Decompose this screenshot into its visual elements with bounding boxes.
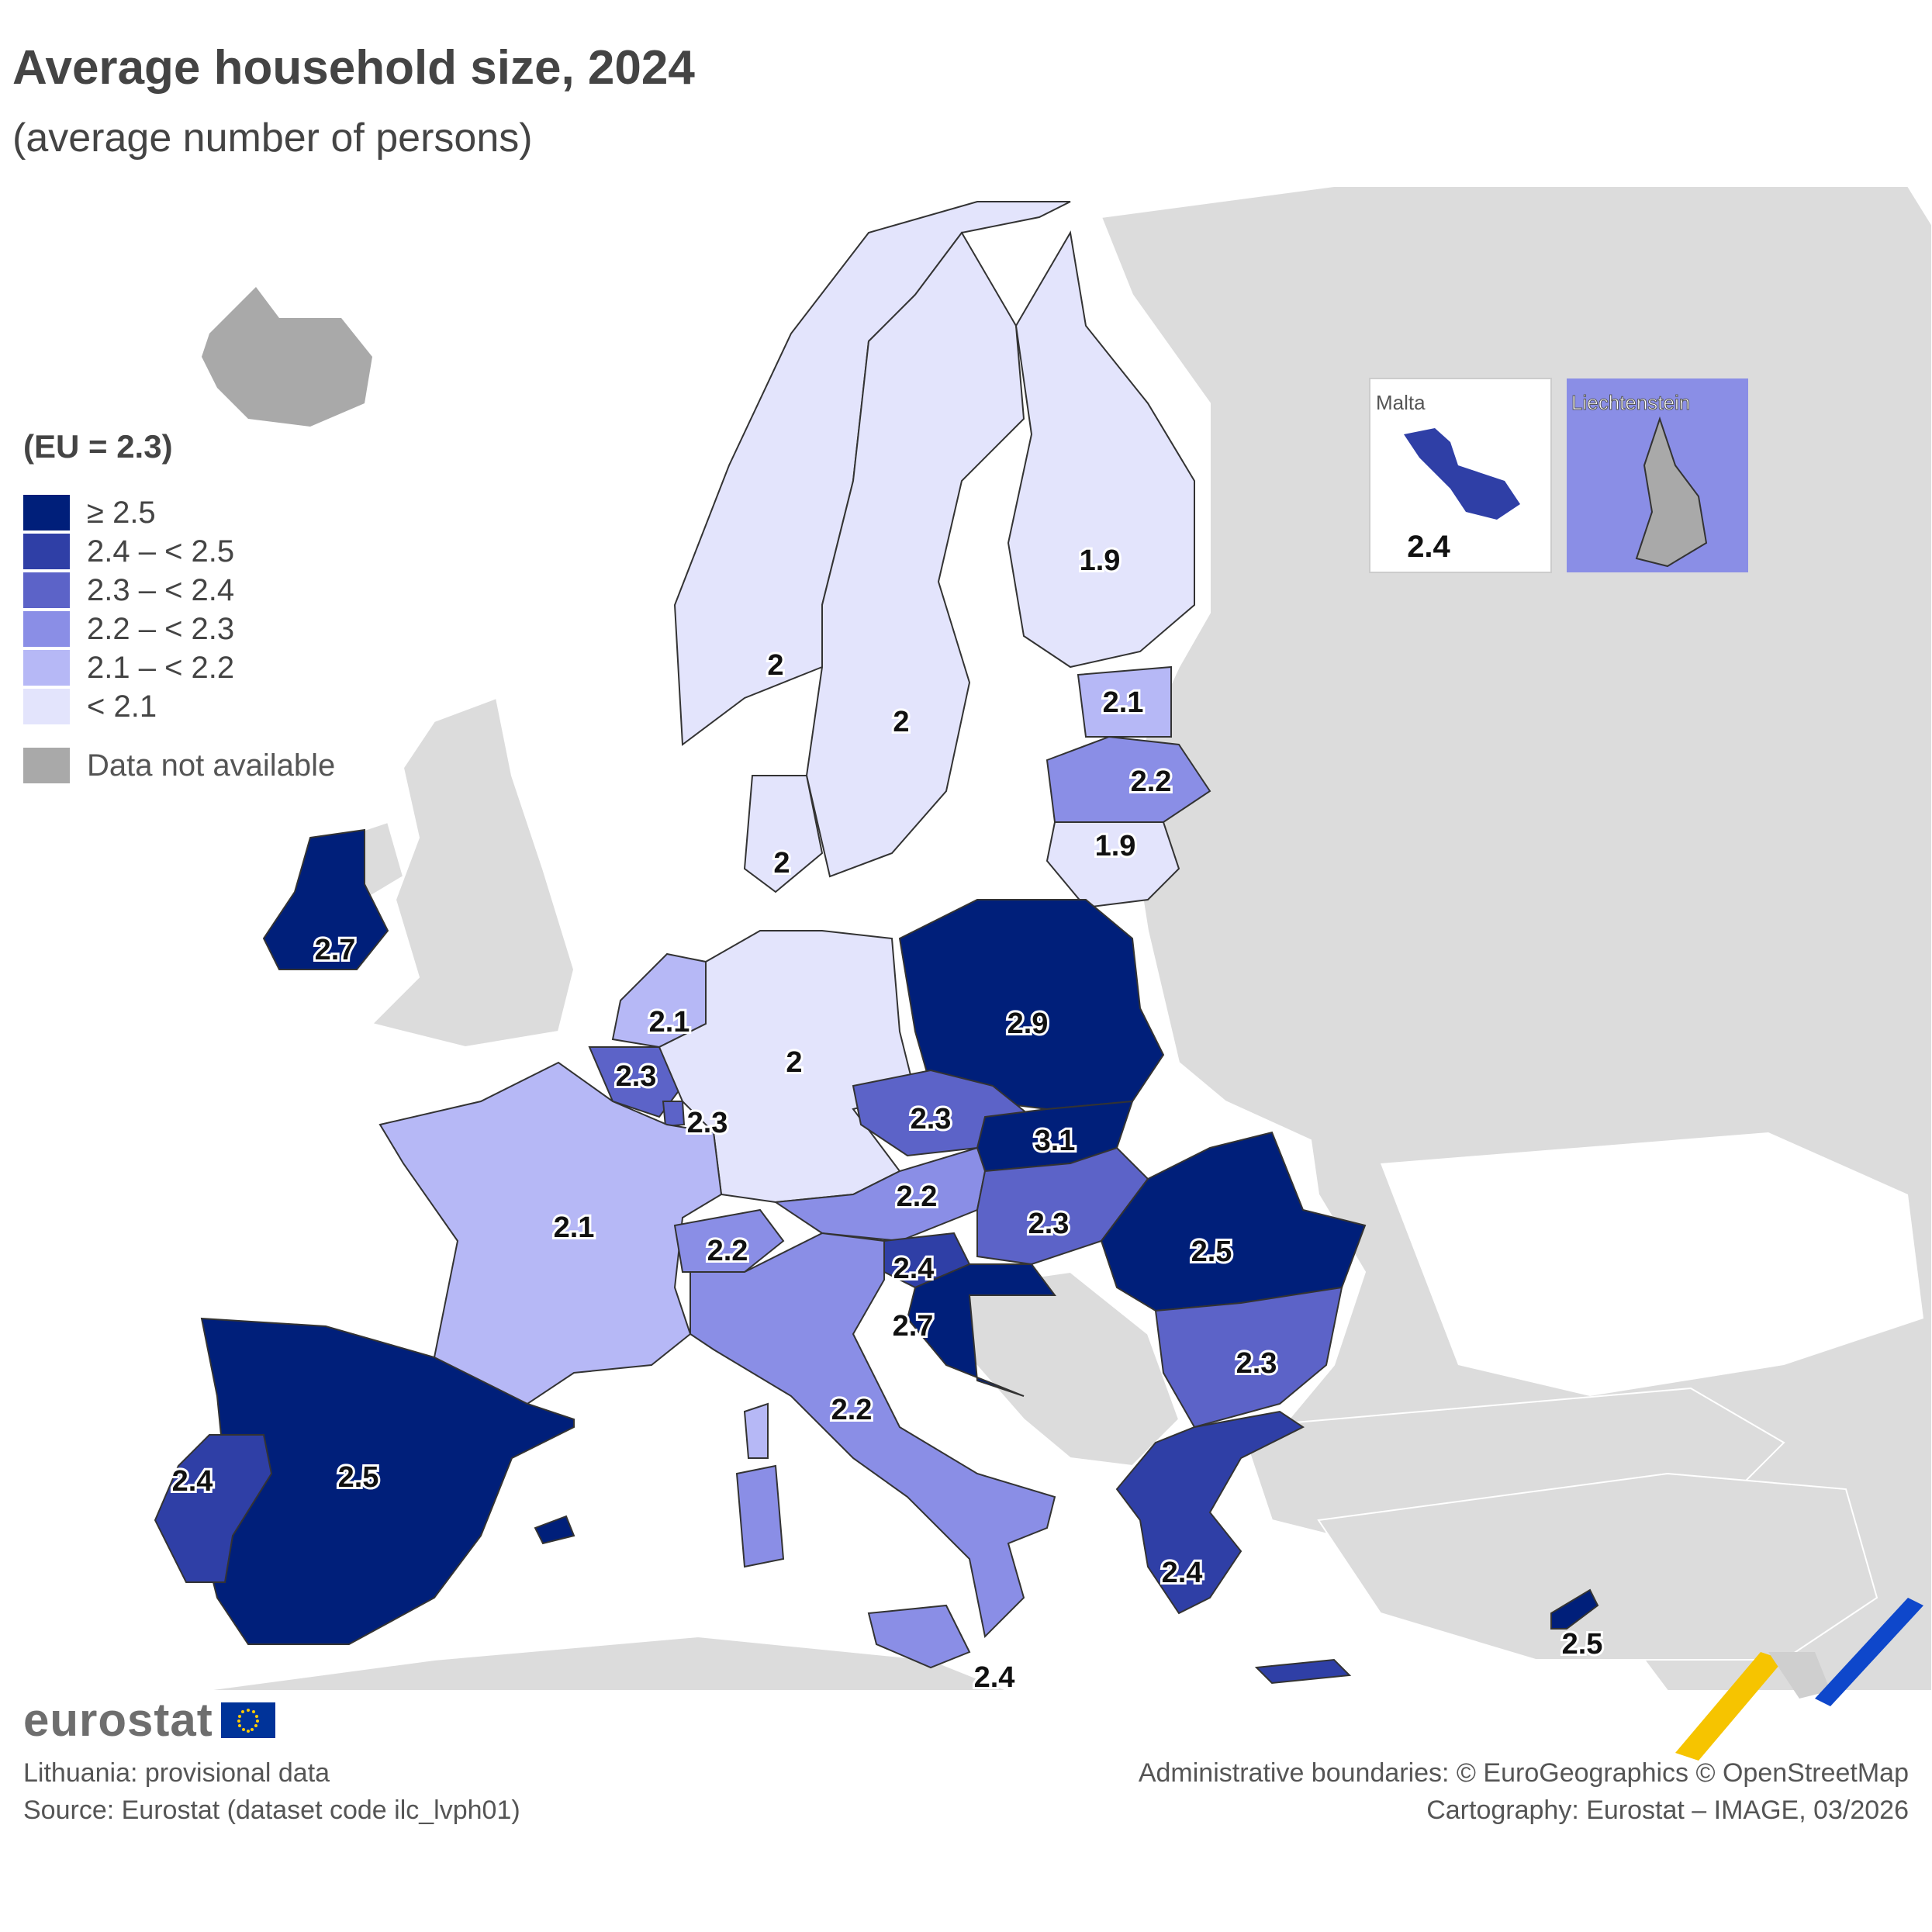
label-netherlands: 2.1 xyxy=(649,1006,690,1039)
label-lithuania: 1.9 xyxy=(1095,830,1136,862)
brand-ribbons xyxy=(1675,1598,1923,1761)
country-greece xyxy=(1115,1410,1305,1615)
malta-island xyxy=(1404,428,1520,520)
label-portugal: 2.4 xyxy=(172,1465,213,1498)
label-germany: 2 xyxy=(786,1046,802,1079)
liechtenstein-inset: Liechtenstein xyxy=(1567,378,1748,572)
island-crete xyxy=(1254,1658,1352,1685)
country-denmark xyxy=(743,775,824,893)
map-value-labels: 1.9 2 2 2 2.1 2.2 1.9 2.9 2.7 2.1 2.3 2.… xyxy=(170,542,1605,1696)
eurostat-logo-text: eurostat xyxy=(23,1694,213,1746)
legend-item: 2.4 – < 2.5 xyxy=(23,532,335,571)
country-romania xyxy=(1100,1131,1367,1312)
label-ireland: 2.7 xyxy=(315,934,356,966)
label-romania: 2.5 xyxy=(1191,1236,1232,1268)
legend-swatch xyxy=(23,534,70,569)
country-estonia xyxy=(1077,665,1172,738)
malta-inset-value: 2.4 xyxy=(1407,530,1450,564)
label-croatia: 2.7 xyxy=(893,1310,934,1343)
label-greece: 2.4 xyxy=(1162,1557,1203,1589)
label-estonia: 2.1 xyxy=(1103,686,1144,719)
label-finland: 1.9 xyxy=(1080,544,1121,577)
label-bulgaria: 2.3 xyxy=(1236,1347,1277,1380)
island-corsica xyxy=(743,1402,769,1459)
legend-item: 2.2 – < 2.3 xyxy=(23,610,335,648)
label-cyprus: 2.5 xyxy=(1562,1628,1603,1661)
country-cyprus xyxy=(1550,1588,1599,1630)
footer-notes: Lithuania: provisional data Source: Euro… xyxy=(23,1754,520,1829)
label-hungary: 2.3 xyxy=(1028,1208,1070,1240)
country-portugal xyxy=(154,1434,273,1583)
eurostat-brand: eurostat xyxy=(23,1693,275,1747)
country-sweden xyxy=(805,231,1025,878)
footer-note-provisional: Lithuania: provisional data xyxy=(23,1758,330,1788)
legend-label: < 2.1 xyxy=(87,689,157,724)
country-lithuania xyxy=(1045,821,1180,909)
country-france xyxy=(378,1061,723,1405)
eu-flag-icon xyxy=(220,1702,275,1738)
footer-credits: Administrative boundaries: © EuroGeograp… xyxy=(1139,1754,1909,1829)
legend-label: ≥ 2.5 xyxy=(87,495,156,530)
legend-item: < 2.1 xyxy=(23,687,335,726)
country-finland xyxy=(1007,230,1195,669)
country-croatia xyxy=(906,1263,1056,1397)
legend-item: ≥ 2.5 xyxy=(23,493,335,532)
label-norway: 2 xyxy=(767,649,783,682)
label-sweden: 2 xyxy=(893,706,909,738)
eu-countries xyxy=(154,201,1599,1685)
label-malta-main: 2.4 xyxy=(974,1661,1015,1694)
label-austria: 2.2 xyxy=(897,1180,938,1213)
liechtenstein-shape xyxy=(1635,416,1708,568)
label-latvia: 2.2 xyxy=(1131,766,1172,798)
legend-swatch xyxy=(23,650,70,686)
country-italy xyxy=(690,1232,1056,1639)
footer-note-source: Source: Eurostat (dataset code ilc_lvph0… xyxy=(23,1795,520,1825)
legend-swatch xyxy=(23,689,70,724)
map-title: Average household size, 2024 xyxy=(12,41,695,95)
legend-na-swatch xyxy=(23,748,70,783)
label-france: 2.1 xyxy=(554,1211,595,1244)
label-slovenia: 2.4 xyxy=(893,1253,935,1285)
footer-credit-cartography: Cartography: Eurostat – IMAGE, 03/2026 xyxy=(1426,1795,1909,1825)
legend-na: Data not available xyxy=(23,748,335,783)
label-poland: 2.9 xyxy=(1007,1007,1049,1040)
legend-item: 2.1 – < 2.2 xyxy=(23,648,335,687)
legend-items: ≥ 2.5 2.4 – < 2.5 2.3 – < 2.4 2.2 – < 2.3 2.… xyxy=(23,493,335,726)
country-luxembourg xyxy=(662,1101,686,1128)
liechtenstein-inset-label: Liechtenstein xyxy=(1571,391,1690,414)
label-switzerland: 2.2 xyxy=(707,1235,748,1267)
legend-swatch xyxy=(23,495,70,531)
label-slovakia: 3.1 xyxy=(1035,1125,1076,1157)
country-bulgaria xyxy=(1154,1286,1343,1429)
map-subtitle: (average number of persons) xyxy=(12,116,533,161)
malta-inset: Malta 2.4 xyxy=(1369,378,1552,573)
legend-title: (EU = 2.3) xyxy=(23,428,173,465)
country-ireland xyxy=(262,828,389,970)
legend-swatch xyxy=(23,572,70,608)
legend-na-label: Data not available xyxy=(87,748,336,783)
footer-credit-boundaries: Administrative boundaries: © EuroGeograp… xyxy=(1138,1758,1909,1788)
legend-label: 2.4 – < 2.5 xyxy=(87,534,235,569)
label-italy: 2.2 xyxy=(831,1394,873,1426)
legend: (EU = 2.3) ≥ 2.5 2.4 – < 2.5 2.3 – < 2.4 2.… xyxy=(23,428,335,783)
legend-swatch xyxy=(23,611,70,647)
legend-item: 2.3 – < 2.4 xyxy=(23,571,335,610)
label-czechia: 2.3 xyxy=(911,1103,952,1135)
legend-label: 2.3 – < 2.4 xyxy=(87,572,235,607)
country-switzerland xyxy=(673,1208,785,1273)
label-denmark: 2 xyxy=(773,847,790,880)
island-sicily xyxy=(867,1604,971,1669)
legend-label: 2.2 – < 2.3 xyxy=(87,611,235,646)
malta-inset-label: Malta xyxy=(1376,391,1426,414)
label-belgium: 2.3 xyxy=(616,1060,657,1093)
island-mallorca xyxy=(534,1515,575,1545)
label-luxembourg: 2.3 xyxy=(687,1107,728,1139)
island-sardinia xyxy=(735,1464,785,1568)
iceland xyxy=(202,287,372,427)
legend-label: 2.1 – < 2.2 xyxy=(87,650,235,685)
label-spain: 2.5 xyxy=(338,1461,379,1494)
